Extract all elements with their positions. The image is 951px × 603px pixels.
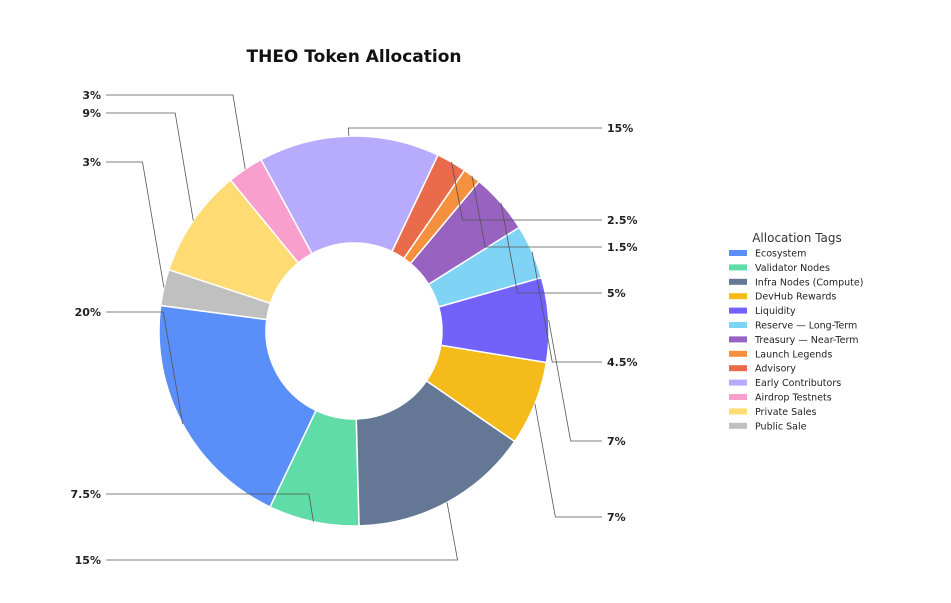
- legend-swatch-private-sales: [729, 408, 747, 415]
- leader-infra-nodes-compute: [106, 502, 459, 561]
- legend-label-airdrop-testnets: Airdrop Testnets: [755, 393, 832, 404]
- leader-launch-legends: [471, 175, 602, 248]
- leader-liquidity: [548, 319, 602, 442]
- legend-swatch-liquidity: [729, 307, 747, 314]
- legend-label-advisory: Advisory: [755, 364, 796, 375]
- legend-swatch-reserve-long-term: [729, 322, 747, 328]
- legend-label-reserve-long-term: Reserve — Long-Term: [755, 321, 857, 332]
- percent-label-advisory: 2.5%: [607, 214, 638, 227]
- percent-label-airdrop-testnets: 3%: [82, 89, 101, 102]
- chart-title: THEO Token Allocation: [247, 47, 462, 67]
- legend-label-infra-nodes-compute: Infra Nodes (Compute): [755, 277, 863, 288]
- leader-advisory: [451, 162, 602, 221]
- leader-treasury-near-term: [500, 202, 602, 294]
- leader-reserve-long-term: [531, 251, 602, 363]
- legend-swatch-advisory: [729, 365, 747, 372]
- slice-early-contributors: [259, 135, 439, 255]
- percent-label-ecosystem: 20%: [75, 306, 101, 319]
- leader-public-sale: [106, 161, 165, 288]
- leader-validator-nodes: [106, 493, 314, 522]
- legend-label-devhub-rewards: DevHub Rewards: [755, 292, 836, 303]
- legend-swatch-airdrop-testnets: [729, 394, 747, 400]
- leader-devhub-rewards: [534, 403, 602, 518]
- slice-infra-nodes-compute: [355, 379, 516, 527]
- donut-slices: [158, 135, 550, 527]
- legend-swatch-validator-nodes: [729, 264, 747, 271]
- legend-swatch-infra-nodes-compute: [729, 278, 747, 285]
- percent-label-launch-legends: 1.5%: [607, 241, 638, 254]
- legend-swatch-devhub-rewards: [729, 293, 747, 300]
- legend-title: Allocation Tags: [752, 231, 842, 245]
- legend-label-ecosystem: Ecosystem: [755, 249, 806, 260]
- percent-labels: 20% 7.5% 15% 7% 7% 4.5% 5% 1.5% 2.5% 15% 3% 9% 3%: [70, 89, 637, 567]
- percent-label-devhub-rewards: 7%: [607, 511, 626, 524]
- leader-airdrop-testnets: [106, 94, 246, 170]
- label-leaders: [106, 94, 602, 561]
- legend-swatch-public-sale: [729, 422, 747, 429]
- legend-label-launch-legends: Launch Legends: [755, 349, 832, 360]
- percent-label-liquidity: 7%: [607, 435, 626, 448]
- legend-label-public-sale: Public Sale: [755, 421, 807, 432]
- slice-public-sale: [159, 268, 272, 321]
- percent-label-early-contributors: 15%: [607, 122, 633, 135]
- slice-ecosystem: [158, 304, 318, 509]
- legend-swatch-early-contributors: [729, 379, 747, 386]
- leader-ecosystem: [106, 311, 184, 425]
- leader-early-contributors: [347, 127, 602, 137]
- percent-label-reserve-long-term: 4.5%: [607, 356, 638, 369]
- legend-label-validator-nodes: Validator Nodes: [755, 263, 830, 274]
- legend-swatch-treasury-near-term: [729, 336, 747, 343]
- legend-label-liquidity: Liquidity: [755, 306, 796, 317]
- leader-private-sales: [106, 112, 194, 221]
- legend-label-early-contributors: Early Contributors: [755, 378, 841, 389]
- legend-label-private-sales: Private Sales: [755, 407, 816, 418]
- percent-label-private-sales: 9%: [82, 107, 101, 120]
- percent-label-public-sale: 3%: [82, 156, 101, 169]
- legend-swatch-launch-legends: [729, 350, 747, 357]
- legend-label-treasury-near-term: Treasury — Near-Term: [754, 335, 858, 346]
- percent-label-treasury-near-term: 5%: [607, 287, 626, 300]
- percent-label-validator-nodes: 7.5%: [70, 488, 101, 501]
- percent-label-infra-nodes-compute: 15%: [75, 554, 101, 567]
- legend-swatch-ecosystem: [729, 250, 747, 256]
- legend: Allocation Tags Ecosystem Validator Nodes…: [729, 231, 863, 432]
